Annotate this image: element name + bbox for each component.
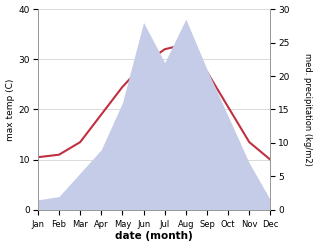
Y-axis label: med. precipitation (kg/m2): med. precipitation (kg/m2) bbox=[303, 53, 313, 166]
Y-axis label: max temp (C): max temp (C) bbox=[5, 78, 15, 141]
X-axis label: date (month): date (month) bbox=[115, 231, 193, 242]
